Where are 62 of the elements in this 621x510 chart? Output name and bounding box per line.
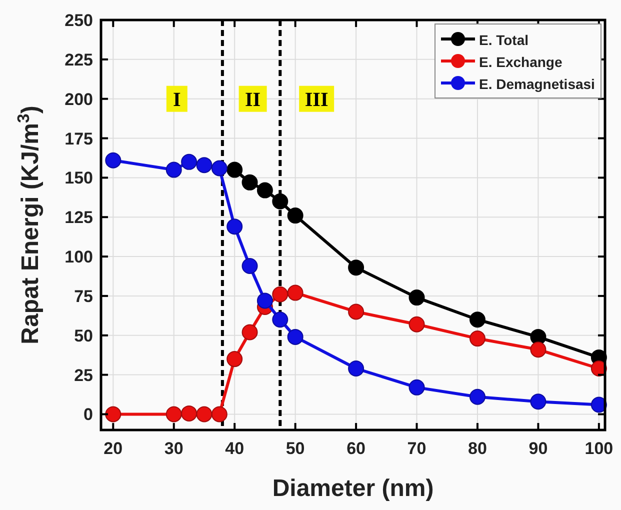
legend-label: E. Total: [479, 32, 529, 48]
point: [242, 258, 258, 274]
y-tick-label: 150: [64, 168, 93, 188]
x-axis-title: Diameter (nm): [272, 475, 434, 502]
x-tick-label: 90: [528, 439, 548, 458]
point: [211, 406, 228, 422]
point: [348, 360, 364, 376]
point: [226, 351, 243, 368]
point: [181, 154, 198, 170]
y-tick-label: 125: [64, 208, 93, 228]
y-tick-label: 175: [64, 129, 93, 148]
point: [242, 174, 258, 190]
point: [272, 312, 288, 328]
point: [105, 152, 122, 168]
y-tick-label: 0: [84, 405, 93, 424]
y-tick-label: 225: [64, 50, 93, 70]
annotation: II: [245, 88, 261, 111]
point: [196, 406, 212, 422]
point: [469, 312, 486, 328]
y-tick-label: 250: [64, 11, 93, 30]
point: [469, 330, 486, 347]
annotation: I: [173, 88, 182, 111]
y-tick-label: 50: [74, 326, 93, 346]
point: [408, 290, 425, 306]
point: [196, 157, 212, 174]
x-tick-label: 50: [286, 439, 305, 458]
point: [287, 284, 304, 301]
x-tick-label: 100: [584, 439, 614, 458]
legend-label: E. Exchange: [479, 54, 562, 70]
point: [469, 388, 486, 405]
x-tick-label: 70: [407, 439, 426, 458]
point: [166, 162, 182, 178]
point: [211, 160, 228, 176]
point: [287, 208, 304, 224]
point: [272, 193, 288, 210]
x-tick-label: 80: [468, 439, 487, 458]
y-tick-label: 100: [64, 248, 93, 267]
point: [242, 324, 258, 340]
point: [530, 394, 546, 410]
annotation: III: [304, 88, 328, 111]
point: [348, 304, 364, 320]
point: [408, 316, 425, 332]
point: [105, 406, 122, 422]
point: [256, 292, 273, 309]
point: [348, 260, 364, 276]
point: [166, 406, 182, 422]
x-tick-label: 30: [164, 439, 184, 458]
point: [226, 218, 243, 235]
y-tick-label: 75: [74, 286, 93, 306]
y-tick-label: 200: [64, 90, 93, 109]
point: [272, 286, 288, 302]
point: [530, 342, 546, 358]
point: [181, 405, 198, 422]
x-tick-label: 60: [346, 439, 366, 458]
point: [408, 379, 425, 396]
x-tick-label: 20: [104, 439, 123, 458]
point: [287, 328, 304, 345]
point: [256, 182, 273, 198]
x-tick-label: 40: [225, 439, 244, 458]
legend-label: E. Demagnetisasi: [479, 76, 595, 92]
y-tick-label: 25: [74, 366, 93, 385]
point: [226, 162, 243, 178]
